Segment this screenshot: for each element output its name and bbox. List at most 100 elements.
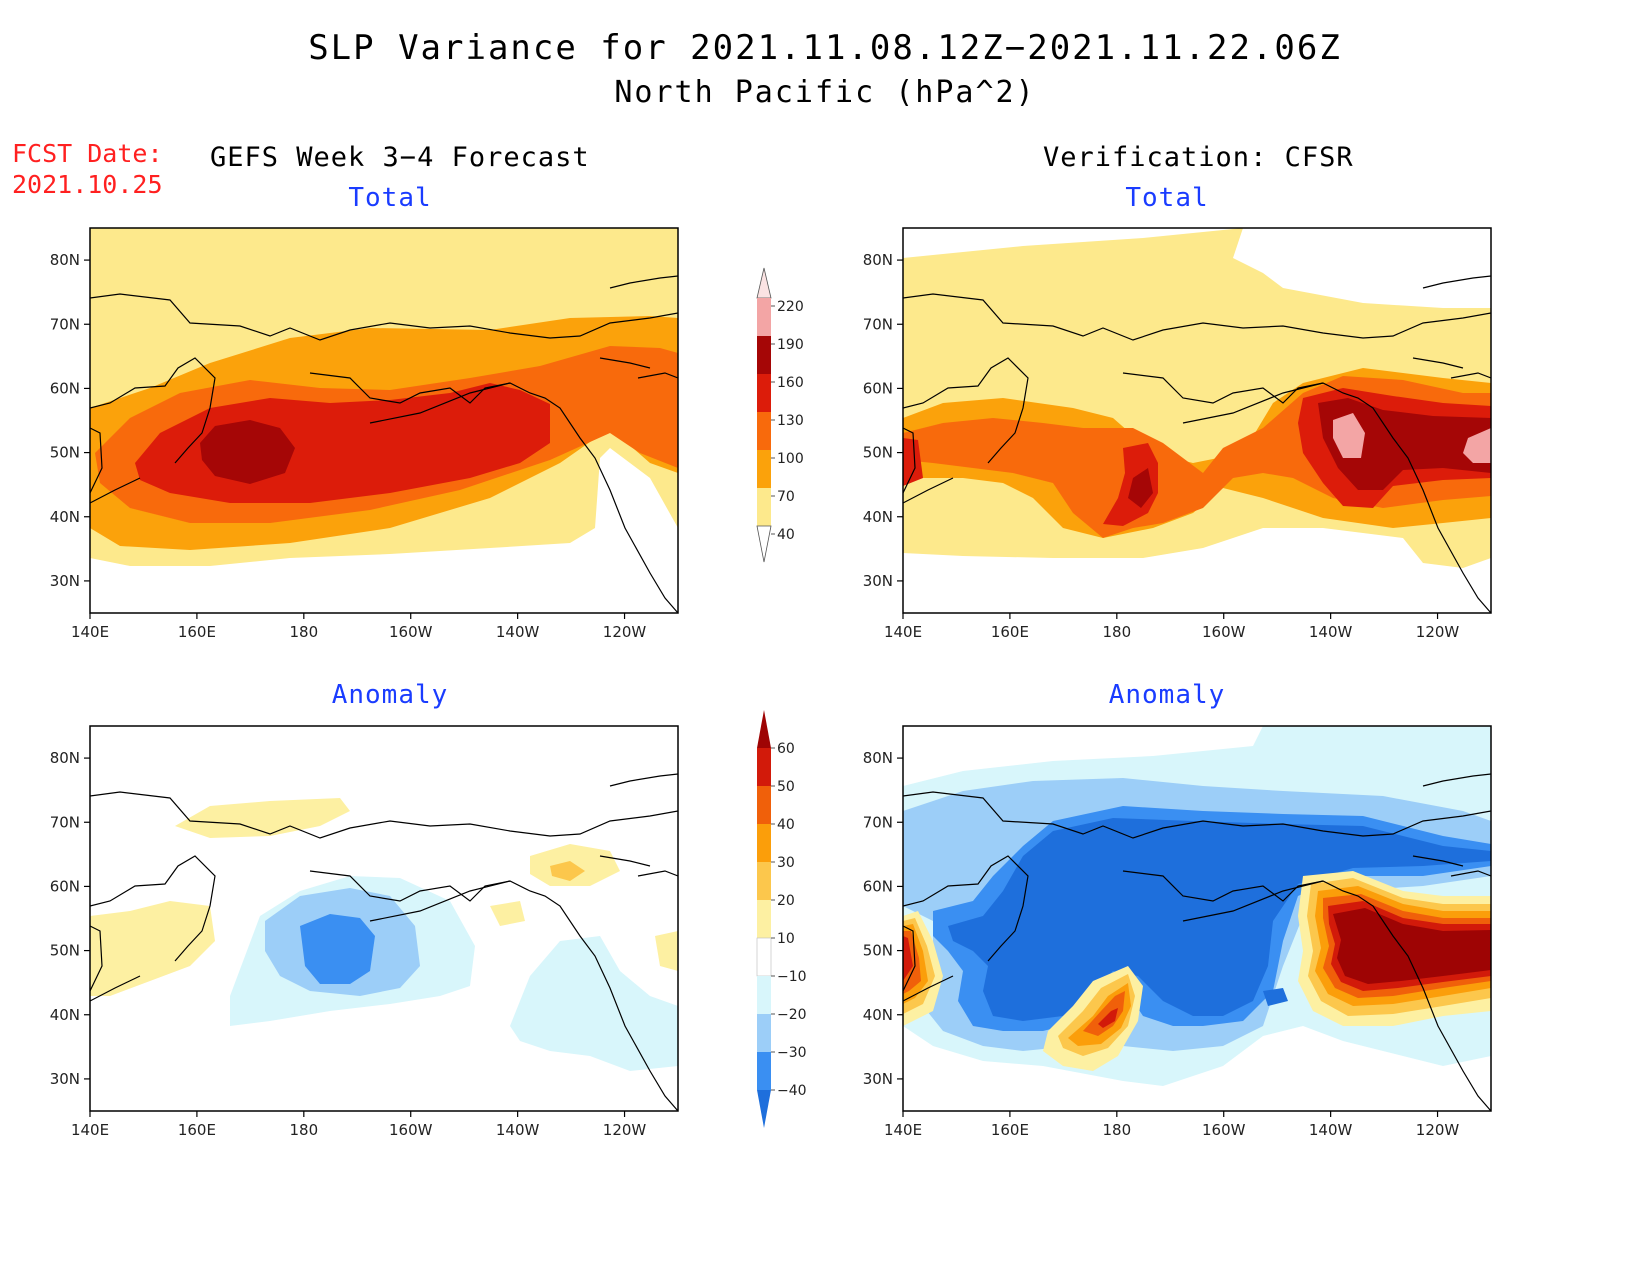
panel-title-verif-anomaly: Anomaly	[1108, 680, 1226, 710]
lat-tick-label: 60N	[863, 877, 893, 895]
colorbar-label: 70	[777, 489, 795, 505]
colorbar-label: 30	[777, 855, 795, 871]
colorbar-label: −40	[777, 1083, 807, 1099]
colorbar-swatch	[757, 412, 771, 450]
lat-tick-label: 80N	[863, 749, 893, 767]
lon-tick-label: 120W	[603, 1121, 647, 1139]
colorbar-label: 60	[777, 741, 795, 757]
main-title: SLP Variance for 2021.11.08.12Z−2021.11.…	[308, 28, 1342, 68]
contour-160	[200, 420, 295, 484]
lon-tick-label: 180	[289, 623, 318, 641]
colorbar-swatch	[757, 786, 771, 824]
lat-tick-label: 60N	[50, 379, 80, 397]
colorbar-swatch	[757, 336, 771, 374]
colorbar-label: 220	[777, 299, 804, 315]
colorbar-swatch	[757, 900, 771, 938]
lon-tick-label: 120W	[1416, 1121, 1460, 1139]
lon-tick-label: 140E	[71, 1121, 109, 1139]
lat-tick-label: 30N	[863, 572, 893, 590]
longitude-axis: 140E 160E 180 160W 140W 120W	[884, 1111, 1459, 1139]
lat-tick-label: 40N	[863, 508, 893, 526]
colorbar-label: 20	[777, 893, 795, 909]
colorbar-swatch	[757, 976, 771, 1014]
latitude-axis: 80N 70N 60N 50N 40N 30N	[50, 251, 90, 590]
lon-tick-label: 180	[1102, 623, 1131, 641]
lon-tick-label: 140W	[1309, 1121, 1353, 1139]
lat-tick-label: 80N	[50, 749, 80, 767]
left-column-title: GEFS Week 3−4 Forecast	[210, 142, 590, 173]
colorbar-label: −30	[777, 1045, 807, 1061]
colorbar-swatch	[757, 298, 771, 336]
colorbar-cap	[757, 1090, 771, 1128]
lat-tick-label: 80N	[863, 251, 893, 269]
colorbar-swatch	[757, 748, 771, 786]
colorbar-label: −20	[777, 1007, 807, 1023]
lon-tick-label: 180	[289, 1121, 318, 1139]
longitude-axis: 140E 160E 180 160W 140W 120W	[71, 613, 646, 641]
lon-tick-label: 140W	[496, 1121, 540, 1139]
lon-tick-label: 160W	[389, 1121, 433, 1139]
colorbar-cap	[756, 267, 772, 299]
colorbar-label: 40	[777, 817, 795, 833]
colorbar-label: 100	[777, 451, 804, 467]
lat-tick-label: 40N	[50, 1006, 80, 1024]
forecast-date-block: FCST Date: 2021.10.25	[12, 138, 163, 200]
longitude-axis: 140E 160E 180 160W 140W 120W	[884, 613, 1459, 641]
lon-tick-label: 140E	[884, 623, 922, 641]
lon-tick-label: 160W	[1202, 623, 1246, 641]
map-fcst-total: 80N 70N 60N 50N 40N 30N 140E 160E 180 160W 140W 12…	[50, 227, 679, 641]
longitude-axis: 140E 160E 180 160W 140W 120W	[71, 1111, 646, 1139]
map-verif-anomaly: 80N 70N 60N 50N 40N 30N 140E 160E 180 160W 140W 12…	[863, 725, 1492, 1139]
lat-tick-label: 70N	[863, 315, 893, 333]
colorbar-label: 50	[777, 779, 795, 795]
lat-tick-label: 30N	[863, 1070, 893, 1088]
lat-tick-label: 50N	[50, 444, 80, 462]
lon-tick-label: 160E	[178, 1121, 216, 1139]
lon-tick-label: 140E	[884, 1121, 922, 1139]
colorbar-cap	[757, 710, 771, 748]
lon-tick-label: 160E	[178, 623, 216, 641]
contour-pos-20	[550, 861, 585, 881]
colorbar-cap	[756, 525, 772, 563]
colorbar-swatch	[757, 824, 771, 862]
colorbar-label: 160	[777, 375, 804, 391]
contour-neg-30	[300, 914, 375, 984]
lat-tick-label: 40N	[50, 508, 80, 526]
panel-title-verif-total: Total	[1125, 183, 1209, 213]
contour-160	[1128, 398, 1491, 508]
latitude-axis: 80N 70N 60N 50N 40N 30N	[863, 251, 903, 590]
lat-tick-label: 70N	[50, 315, 80, 333]
contour-190	[1333, 413, 1491, 463]
lon-tick-label: 120W	[1416, 623, 1460, 641]
map-frame	[89, 227, 679, 614]
colorbar-swatch	[757, 374, 771, 412]
contour-pos-10	[90, 798, 678, 996]
coastline-map	[903, 773, 1491, 1111]
main-subtitle: North Pacific (hPa^2)	[614, 75, 1036, 110]
map-frame	[902, 227, 1492, 614]
map-frame	[89, 725, 679, 1112]
lat-tick-label: 30N	[50, 1070, 80, 1088]
lat-tick-label: 50N	[863, 444, 893, 462]
lon-tick-label: 180	[1102, 1121, 1131, 1139]
panel-title-fcst-anomaly: Anomaly	[331, 680, 449, 710]
map-fcst-anomaly: 80N 70N 60N 50N 40N 30N 140E 160E 180 160W 140W 12…	[50, 725, 679, 1139]
colorbar-label: 40	[777, 527, 795, 543]
coastline-map	[90, 773, 678, 1111]
forecast-date-value: 2021.10.25	[12, 170, 163, 199]
lon-tick-label: 160W	[389, 623, 433, 641]
lon-tick-label: 120W	[603, 623, 647, 641]
forecast-date-label: FCST Date:	[12, 139, 163, 168]
colorbar-anomaly: 60 50 40 30 20 10 −10 −20 −30 −40	[756, 710, 807, 1128]
lon-tick-label: 140E	[71, 623, 109, 641]
colorbar-swatch	[757, 862, 771, 900]
lat-tick-label: 60N	[50, 877, 80, 895]
lon-tick-label: 140W	[496, 623, 540, 641]
colorbar-swatch	[757, 450, 771, 488]
coastline-map	[903, 275, 1491, 613]
colorbar-swatch	[757, 1014, 771, 1052]
lat-tick-label: 70N	[50, 813, 80, 831]
contour-neg-40	[948, 818, 1491, 1021]
lat-tick-label: 60N	[863, 379, 893, 397]
colorbar-total: 220 190 160 130 100 70 40	[756, 267, 804, 563]
